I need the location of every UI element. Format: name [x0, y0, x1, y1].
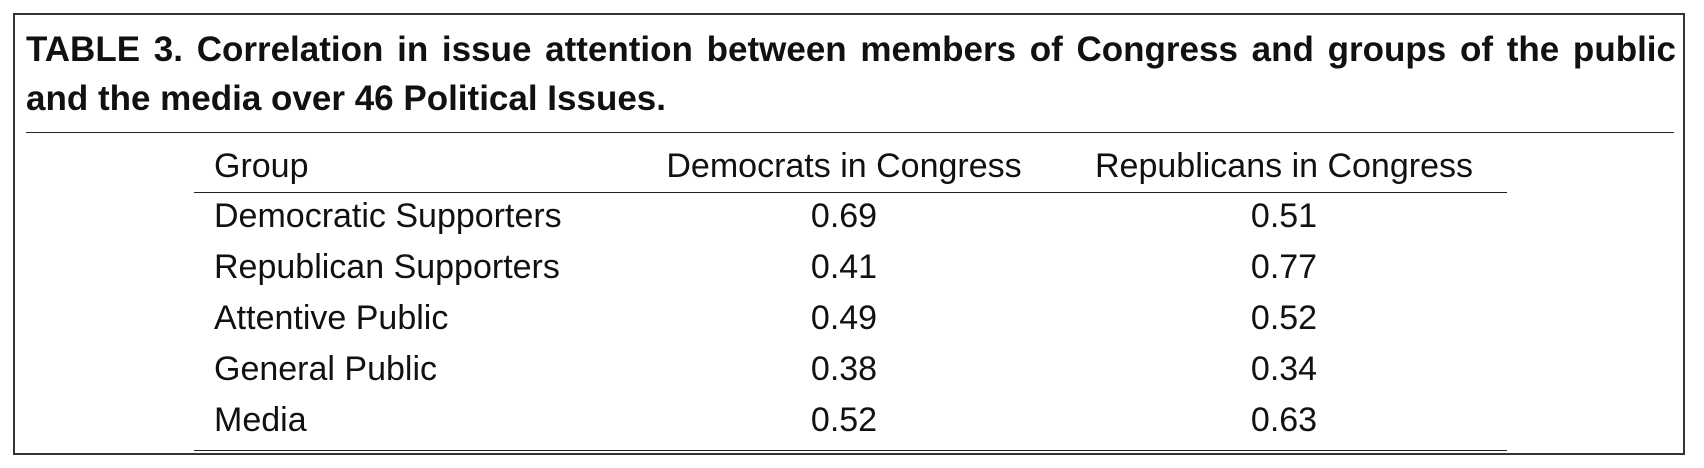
table-row: Republican Supporters 0.41 0.77: [194, 244, 1507, 295]
header-republicans: Republicans in Congress: [1095, 147, 1473, 185]
header-group: Group: [214, 147, 309, 185]
democrats-value: 0.69: [810, 197, 878, 235]
table-row: Media 0.52 0.63: [194, 397, 1507, 448]
table-row: Attentive Public 0.49 0.52: [194, 295, 1507, 346]
row-label: General Public: [214, 350, 438, 388]
democrats-value: 0.38: [810, 350, 878, 388]
table-row: General Public 0.38 0.34: [194, 346, 1507, 397]
table-row: Democratic Supporters 0.69 0.51: [194, 193, 1507, 244]
republicans-value: 0.51: [1250, 197, 1318, 235]
row-label: Republican Supporters: [214, 248, 560, 286]
republicans-value: 0.77: [1250, 248, 1318, 286]
row-label: Democratic Supporters: [214, 197, 562, 235]
table-header-row: Group Democrats in Congress Republicans …: [194, 140, 1507, 192]
democrats-value: 0.41: [810, 248, 878, 286]
republicans-value: 0.52: [1250, 299, 1318, 337]
democrats-value: 0.49: [810, 299, 878, 337]
row-label: Attentive Public: [214, 299, 449, 337]
correlation-table: Group Democrats in Congress Republicans …: [194, 140, 1507, 451]
republicans-value: 0.34: [1250, 350, 1318, 388]
republicans-value: 0.63: [1250, 401, 1318, 439]
caption-divider: [26, 132, 1674, 133]
header-democrats: Democrats in Congress: [666, 147, 1022, 185]
row-label: Media: [214, 401, 307, 439]
table-bottom-rule: [194, 450, 1507, 451]
header-divider: [194, 192, 1507, 193]
table-caption: TABLE 3. Correlation in issue attention …: [26, 30, 1676, 118]
table-frame: TABLE 3. Correlation in issue attention …: [13, 13, 1685, 455]
democrats-value: 0.52: [810, 401, 878, 439]
